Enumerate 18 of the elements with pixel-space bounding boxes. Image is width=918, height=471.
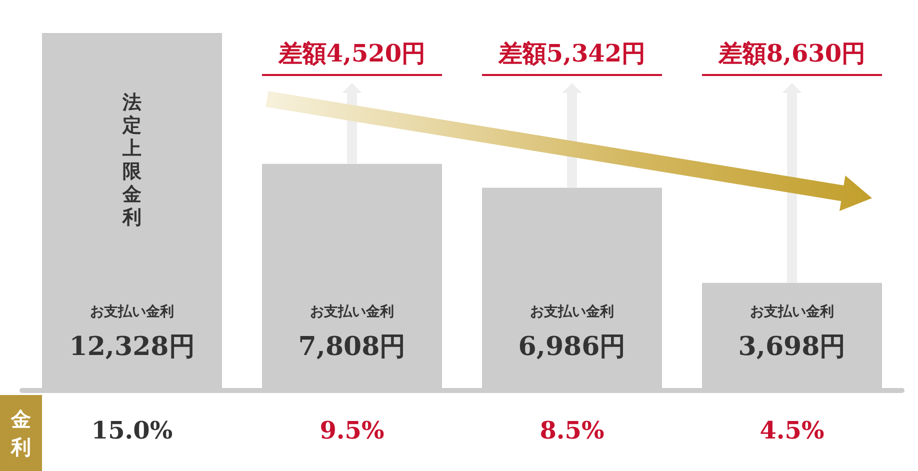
annotation: 差額8,630円	[717, 38, 866, 68]
data-label: 3,698円	[738, 332, 846, 362]
x-tick-label: 15.0%	[91, 416, 173, 444]
data-label: 6,986円	[518, 332, 626, 362]
data-label: 7,808円	[298, 332, 406, 362]
x-tick-label: 4.5%	[760, 416, 824, 444]
text: 金利	[11, 407, 31, 459]
x-tick-label: 9.5%	[320, 416, 384, 444]
text: 法定上限	[122, 92, 142, 182]
annotation: お支払い金利	[90, 304, 174, 320]
annotation: お支払い金利	[310, 304, 394, 320]
annotation: お支払い金利	[750, 304, 834, 320]
annotation: 差額5,342円	[497, 38, 646, 68]
data-label: 12,328円	[69, 332, 195, 362]
x-tick-label: 8.5%	[540, 416, 604, 444]
annotation: 差額4,520円	[277, 38, 426, 68]
x-axis-title: 金利	[122, 184, 142, 228]
annotation: お支払い金利	[530, 304, 614, 320]
